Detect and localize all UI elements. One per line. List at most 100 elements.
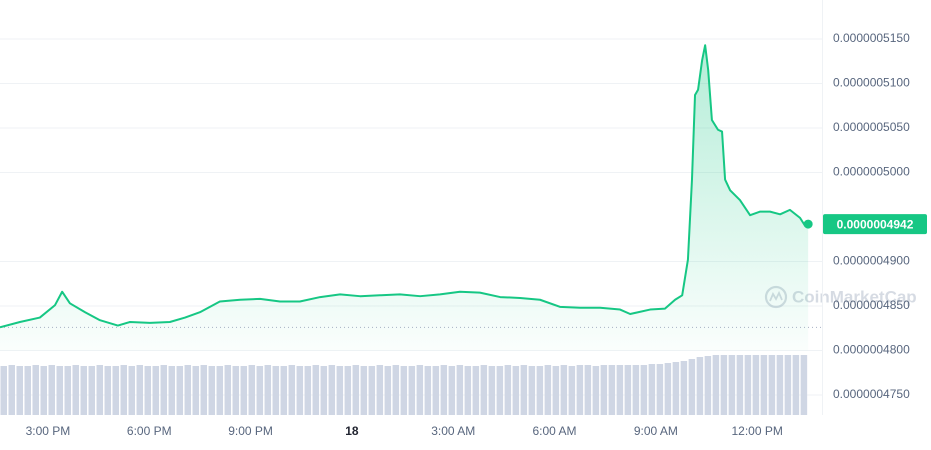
volume-bar <box>552 366 560 415</box>
volume-bar <box>504 365 512 415</box>
volume-bar <box>232 366 240 415</box>
axes: 0.0000005150 0.0000005100 0.0000005050 0.00… <box>26 31 927 438</box>
price-area <box>0 45 809 351</box>
volume-bar <box>560 365 568 415</box>
volume-bar <box>464 366 472 415</box>
volume-bar <box>376 365 384 415</box>
volume-bar <box>352 365 360 415</box>
x-tick-label: 3:00 PM <box>26 424 71 438</box>
y-tick-label: 0.0000004900 <box>833 254 910 268</box>
volume-bar <box>568 366 576 415</box>
volume-bar <box>752 355 760 415</box>
x-tick-label: 3:00 AM <box>431 424 475 438</box>
volume-bar <box>304 366 312 415</box>
volume-bar <box>704 356 712 415</box>
volume-bar <box>744 355 752 415</box>
volume-bar <box>456 365 464 415</box>
volume-bar <box>448 366 456 415</box>
volume-bar <box>56 366 64 415</box>
volume-bar <box>624 365 632 415</box>
y-tick-label: 0.0000005100 <box>833 76 910 90</box>
volume-bar <box>264 365 272 415</box>
volume-bar <box>784 355 792 415</box>
y-tick-label: 0.0000004800 <box>833 343 910 357</box>
volume-bar <box>592 366 600 415</box>
volume-bar <box>736 355 744 415</box>
volume-bar <box>176 366 184 415</box>
volume-bar <box>280 366 288 415</box>
y-tick-label: 0.0000005150 <box>833 31 910 45</box>
volume-bar <box>648 364 656 415</box>
volume-bar <box>168 366 176 415</box>
volume-bar <box>80 366 88 415</box>
volume-bar <box>360 366 368 415</box>
y-tick-label: 0.0000005000 <box>833 165 910 179</box>
plot <box>0 44 822 351</box>
volume-bar <box>144 366 152 415</box>
volume-bar <box>696 357 704 415</box>
volume-bar <box>776 355 784 415</box>
volume-bar <box>688 359 696 415</box>
x-tick-label: 18 <box>345 424 359 438</box>
volume-bar <box>720 355 728 415</box>
volume-bar <box>160 365 168 415</box>
volume-bar <box>368 366 376 415</box>
volume-bar <box>664 363 672 415</box>
volume-bar <box>768 355 776 415</box>
volume-bar <box>472 366 480 415</box>
x-tick-label: 6:00 AM <box>533 424 577 438</box>
volume-bar <box>120 365 128 415</box>
x-tick-label: 6:00 PM <box>127 424 172 438</box>
volume-bar <box>152 366 160 415</box>
volume-bar <box>416 365 424 415</box>
volume-bar <box>208 366 216 415</box>
volume-bar <box>48 365 56 415</box>
volume-bars <box>0 355 808 415</box>
volume-bar <box>536 366 544 415</box>
volume-bar <box>240 366 248 415</box>
volume-bar <box>72 365 80 415</box>
volume-bar <box>328 365 336 415</box>
volume-bar <box>384 366 392 415</box>
volume-bar <box>432 366 440 415</box>
volume-bar <box>512 366 520 415</box>
volume-bar <box>656 364 664 415</box>
volume-bar <box>200 365 208 415</box>
volume-bar <box>104 366 112 415</box>
x-tick-label: 9:00 AM <box>634 424 678 438</box>
last-price-dot <box>803 219 813 229</box>
x-tick-label: 12:00 PM <box>731 424 782 438</box>
volume-bar <box>216 366 224 415</box>
price-line <box>0 44 809 329</box>
volume-bar <box>112 366 120 415</box>
x-tick-label: 9:00 PM <box>228 424 273 438</box>
volume-bar <box>520 365 528 415</box>
volume-bar <box>440 365 448 415</box>
volume-bar <box>64 366 72 415</box>
volume-bar <box>632 365 640 415</box>
volume-bar <box>296 366 304 415</box>
volume-bar <box>16 366 24 415</box>
volume-bar <box>400 366 408 415</box>
volume-bar <box>344 366 352 415</box>
volume-bar <box>256 366 264 415</box>
volume-bar <box>728 355 736 415</box>
volume-bar <box>0 366 8 415</box>
current-price-label: 0.0000004942 <box>837 217 914 231</box>
volume-bar <box>288 365 296 415</box>
volume-bar <box>488 366 496 415</box>
volume-bar <box>672 362 680 415</box>
volume-bar <box>224 365 232 415</box>
watermark-text: CoinMarketCap <box>792 287 917 306</box>
y-tick-label: 0.0000004750 <box>833 387 910 401</box>
volume-bar <box>392 365 400 415</box>
y-tick-label: 0.0000005050 <box>833 120 910 134</box>
volume-bar <box>336 366 344 415</box>
volume-bar <box>600 365 608 415</box>
volume-bar <box>544 365 552 415</box>
volume-bar <box>680 361 688 415</box>
volume-bar <box>760 355 768 415</box>
volume-bar <box>40 366 48 415</box>
